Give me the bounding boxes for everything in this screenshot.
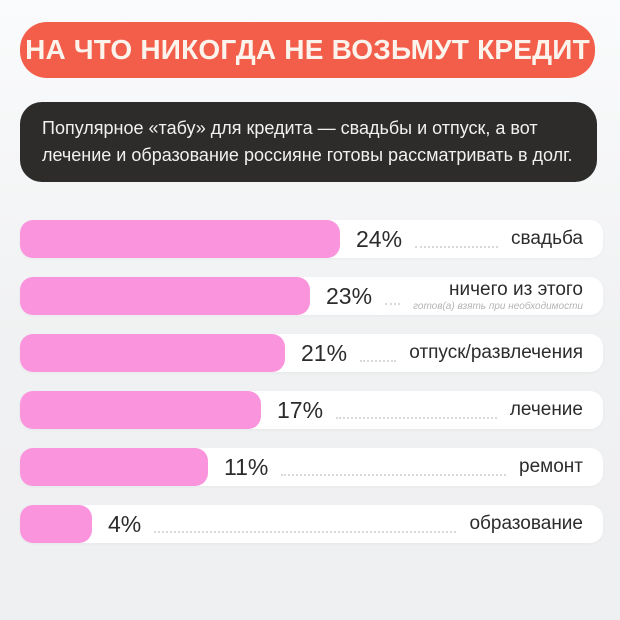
bar (20, 220, 340, 258)
page-title: НА ЧТО НИКОГДА НЕ ВОЗЬМУТ КРЕДИТ (25, 34, 590, 65)
value-label: 21% (301, 339, 348, 366)
dotted-leader (154, 531, 457, 533)
chart-row: 4% образование (20, 505, 603, 543)
category-label: отпуск/развлечения (409, 341, 583, 363)
category-label-group: ремонт (519, 455, 583, 478)
chart-row: 17% лечение (20, 391, 603, 429)
category-label: ремонт (519, 455, 583, 477)
subtitle-text: Популярное «табу» для кредита — свадьбы … (42, 118, 573, 165)
dotted-leader (336, 417, 497, 419)
row-content: 4% образование (108, 505, 603, 543)
chart-row: 24% свадьба (20, 220, 603, 258)
bar (20, 334, 285, 372)
category-label-group: образование (469, 512, 583, 535)
category-label: ничего из этого (449, 278, 583, 300)
bar (20, 505, 92, 543)
chart-row: 21% отпуск/развлечения (20, 334, 603, 372)
value-label: 4% (108, 510, 142, 537)
dotted-leader (360, 360, 397, 362)
category-label-group: отпуск/развлечения (409, 341, 583, 364)
category-label-group: свадьба (511, 227, 583, 250)
chart-row: 11% ремонт (20, 448, 603, 486)
row-content: 24% свадьба (356, 220, 603, 258)
row-content: 21% отпуск/развлечения (301, 334, 603, 372)
dotted-leader (385, 303, 401, 305)
row-content: 23% ничего из этого готов(а) взять при нео… (326, 277, 603, 315)
dotted-leader (415, 246, 499, 248)
subtitle-box: Популярное «табу» для кредита — свадьбы … (20, 102, 597, 182)
bar-chart: 24% свадьба 23% ничего из этого готов(а) взя… (20, 220, 603, 562)
value-label: 23% (326, 282, 373, 309)
value-label: 24% (356, 225, 403, 252)
category-label: образование (469, 512, 583, 534)
chart-row: 23% ничего из этого готов(а) взять при нео… (20, 277, 603, 315)
bar (20, 391, 261, 429)
category-label-group: ничего из этого готов(а) взять при необхо… (413, 278, 583, 313)
row-background (20, 505, 603, 543)
row-content: 17% лечение (277, 391, 603, 429)
bar (20, 448, 208, 486)
category-label: свадьба (511, 227, 583, 249)
row-content: 11% ремонт (224, 448, 603, 486)
value-label: 11% (224, 453, 269, 480)
title-banner: НА ЧТО НИКОГДА НЕ ВОЗЬМУТ КРЕДИТ (20, 22, 595, 78)
value-label: 17% (277, 396, 324, 423)
category-label: лечение (509, 398, 583, 420)
category-sublabel: готов(а) взять при необходимости (413, 301, 583, 313)
dotted-leader (281, 474, 507, 476)
category-label-group: лечение (509, 398, 583, 421)
bar (20, 277, 310, 315)
